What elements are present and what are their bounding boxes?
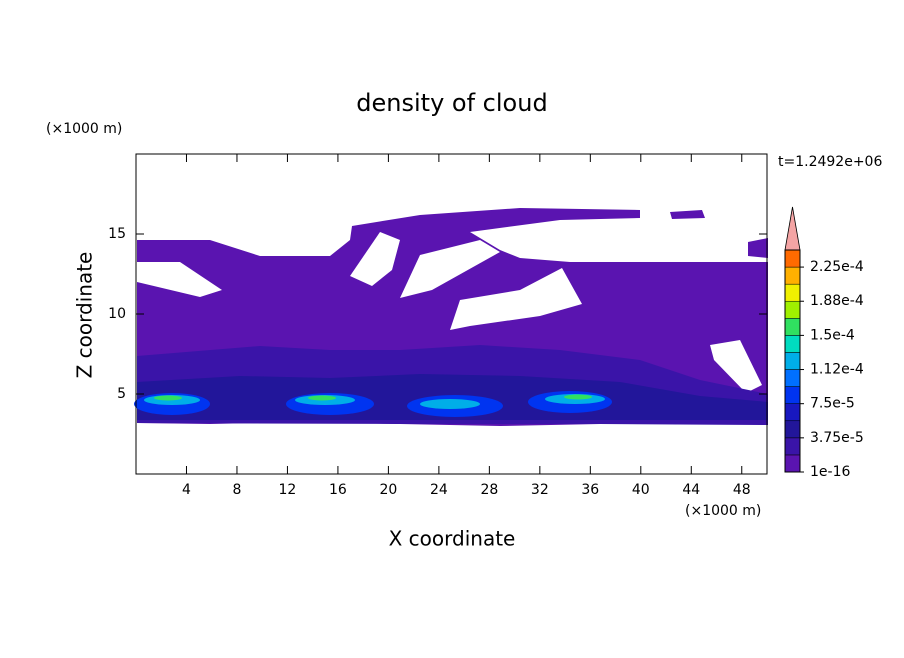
x-tick-label: 24	[430, 482, 448, 498]
contour-region	[154, 395, 182, 401]
colorbar-tick-label: 1.5e-4	[810, 327, 855, 343]
colorbar-band	[784, 420, 801, 439]
contour-hole	[137, 262, 222, 297]
contour-region	[420, 399, 480, 409]
colorbar-frame	[784, 249, 801, 473]
x-tick-label: 20	[379, 482, 397, 498]
x-tick-label: 40	[632, 482, 650, 498]
x-tick-label: 36	[581, 482, 599, 498]
colorbar-band	[784, 300, 801, 319]
colorbar-tick-label: 1e-16	[810, 464, 850, 480]
colorbar-tick-label: 2.25e-4	[810, 259, 864, 275]
contour-hole	[350, 232, 400, 286]
x-tick-label: 48	[733, 482, 751, 498]
colorbar-band	[784, 283, 801, 302]
colorbar-band	[784, 266, 801, 285]
x-tick-label: 8	[232, 482, 241, 498]
x-unit: (×1000 m)	[685, 503, 761, 519]
colorbar-band	[784, 318, 801, 336]
colorbar-tick-label: 1.12e-4	[810, 362, 864, 378]
colorbar-band	[784, 386, 801, 404]
chart-title: density of cloud	[356, 89, 547, 117]
y-unit: (×1000 m)	[46, 121, 122, 137]
y-tick-label: 5	[117, 386, 126, 402]
colorbar-band	[784, 437, 801, 456]
colorbar-tick-label: 7.5e-5	[810, 396, 855, 412]
x-axis-label: X coordinate	[389, 527, 516, 551]
contour-region	[564, 394, 592, 400]
colorbar-band	[784, 454, 801, 473]
contour-region	[670, 210, 768, 258]
y-tick-label: 10	[108, 306, 126, 322]
x-tick-label: 32	[531, 482, 549, 498]
contour-hole	[400, 240, 500, 298]
x-tick-label: 12	[279, 482, 297, 498]
contour-hole	[710, 340, 762, 393]
colorbar-band	[784, 352, 801, 370]
x-tick-label: 44	[682, 482, 700, 498]
colorbar-extension	[784, 206, 801, 251]
time-label: t=1.2492e+06	[778, 154, 882, 170]
colorbar-band	[784, 403, 801, 422]
colorbar-band	[784, 369, 801, 387]
colorbar-band	[784, 335, 801, 353]
y-axis-label: Z coordinate	[73, 252, 97, 379]
x-tick-label: 4	[182, 482, 191, 498]
x-tick-label: 28	[480, 482, 498, 498]
contour-field	[134, 208, 768, 426]
contour-region	[308, 395, 336, 401]
contour-hole	[450, 268, 582, 330]
y-tick-label: 15	[108, 226, 126, 242]
x-tick-label: 16	[329, 482, 347, 498]
colorbar-tick-label: 3.75e-5	[810, 430, 864, 446]
colorbar-tick-label: 1.88e-4	[810, 293, 864, 309]
colorbar-band	[784, 249, 801, 268]
